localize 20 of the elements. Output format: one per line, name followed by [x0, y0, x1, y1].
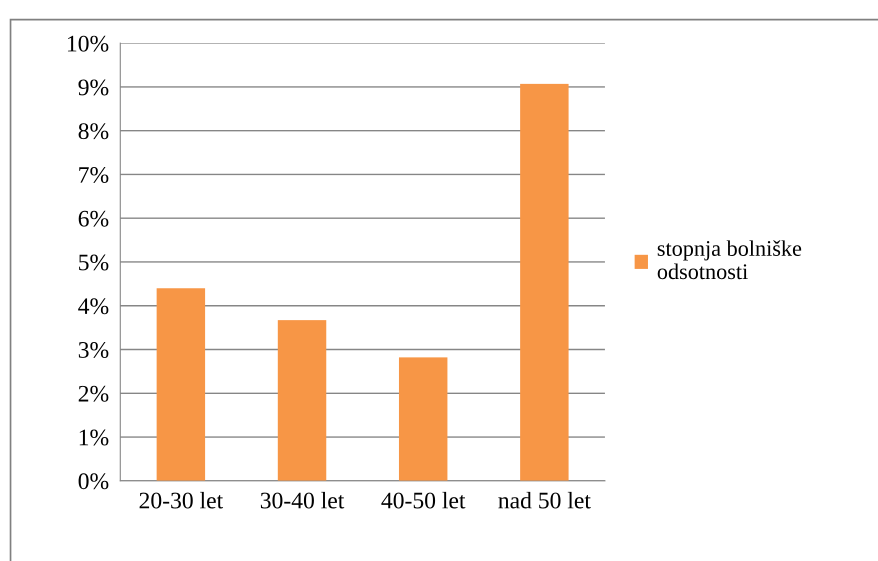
legend-label: stopnja bolniške odsotnosti: [658, 240, 802, 280]
bar: [278, 320, 326, 481]
y-tick-label: 6%: [78, 210, 108, 227]
y-tick-label: 8%: [78, 123, 108, 140]
y-tick-label: 3%: [78, 342, 108, 358]
y-tick-label: 2%: [78, 386, 108, 402]
bar: [520, 84, 569, 481]
y-tick-label: 10%: [68, 36, 108, 52]
y-tick-label: 5%: [79, 254, 108, 270]
y-tick-label: 7%: [79, 166, 108, 183]
y-tick-label: 9%: [78, 79, 108, 96]
y-tick-label: 4%: [78, 298, 108, 314]
x-tick-label: 30-40 let: [260, 492, 344, 509]
x-tick-label: 20-30 let: [140, 492, 224, 509]
y-tick-label: 0%: [78, 473, 108, 490]
x-tick-label: nad 50 let: [498, 492, 591, 509]
bar: [156, 288, 206, 481]
x-tick-label: 40-50 let: [381, 492, 466, 509]
y-tick-label: 1%: [80, 430, 108, 446]
bar: [398, 357, 448, 481]
